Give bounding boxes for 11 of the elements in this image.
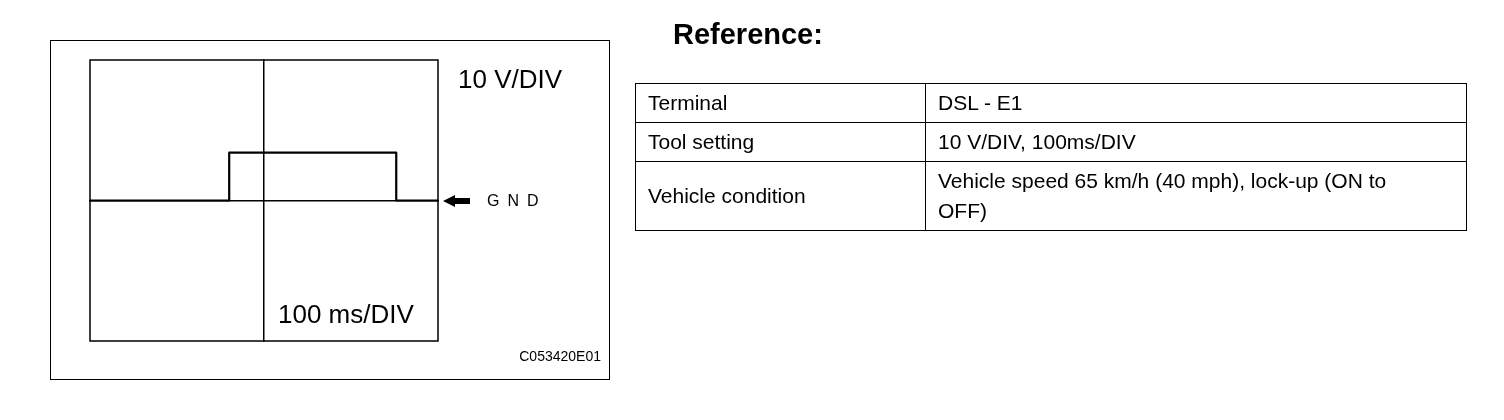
text: GND xyxy=(487,191,547,209)
text: Vehicle condition xyxy=(635,161,926,231)
text: 10 V/DIV, 100ms/DIV xyxy=(925,122,1467,162)
y-axis-title: 10 V/DIV xyxy=(458,64,563,95)
text: Reference: xyxy=(673,17,824,52)
x-axis-title: 100 ms/DIV xyxy=(278,299,415,330)
text: DSL - E1 xyxy=(925,83,1467,123)
text: Terminal xyxy=(635,83,926,123)
text: Tool setting xyxy=(635,122,926,162)
text: Vehicle speed 65 km/h (40 mph), lock-up (ON to OFF) xyxy=(925,161,1467,231)
text: C053420E01 xyxy=(519,347,602,364)
